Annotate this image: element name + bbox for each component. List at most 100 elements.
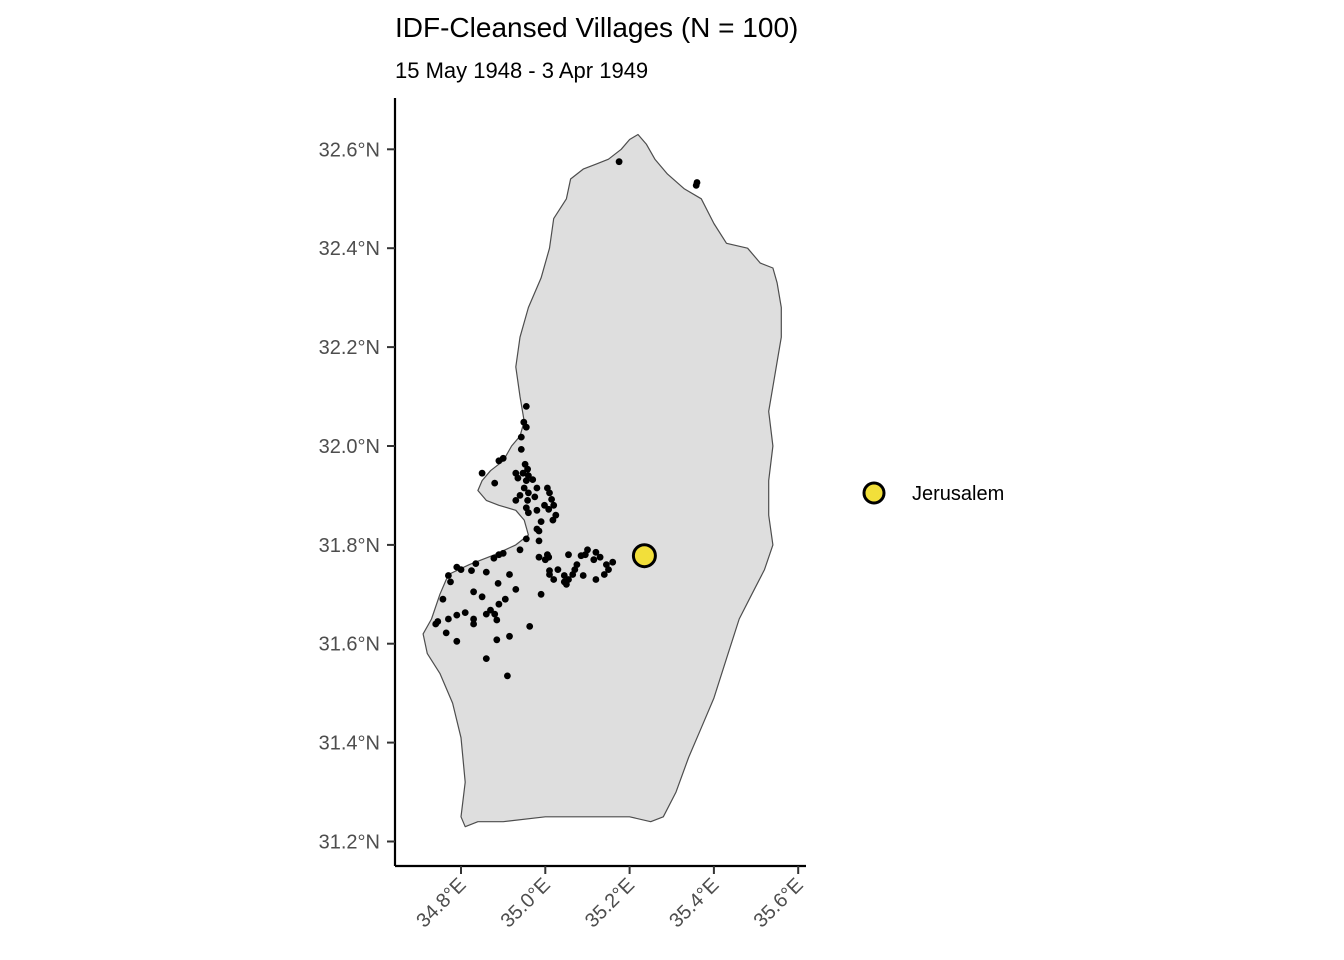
village-point [535,537,543,545]
village-point [605,566,612,573]
y-tick-label: 31.8°N [319,535,380,557]
x-tick-label: 35.2°E [581,874,639,932]
village-point [548,496,555,503]
village-point [491,479,499,487]
village-point [529,476,537,483]
y-tick-label: 31.2°N [319,832,380,854]
village-point [447,578,454,586]
y-tick-label: 32.4°N [319,238,380,260]
village-point [592,548,600,556]
y-tick-label: 31.6°N [319,634,380,656]
village-point [439,595,447,603]
village-point [506,571,513,578]
village-point [522,504,530,512]
y-tick-label: 32.2°N [319,337,380,359]
village-point [579,572,587,579]
x-axis: 34.8°E 35.0°E 35.2°E 35.4°E 35.6°E [412,866,808,932]
village-point [478,593,486,601]
village-point [526,623,534,630]
village-point [522,477,530,484]
village-point [442,629,450,637]
y-tick-label: 31.4°N [319,733,380,755]
village-point [524,497,531,504]
village-point [493,616,501,624]
village-point [573,561,581,568]
village-point [493,636,501,644]
village-point [552,511,560,519]
village-point [482,610,490,618]
village-point [461,609,469,616]
village-point [554,566,562,573]
legend-jerusalem-label: Jerusalem [912,483,1004,505]
village-point [470,588,477,596]
x-tick-label: 35.6°E [750,874,808,932]
map-panel [422,133,782,828]
village-point [478,469,486,477]
village-point [516,492,524,499]
village-point [512,586,520,593]
legend: Jerusalem [862,481,1004,505]
village-point [537,518,545,525]
legend-jerusalem-symbol [862,481,886,505]
village-point [533,484,541,492]
plot-subtitle: 15 May 1948 - 3 Apr 1949 [395,58,648,83]
village-point [600,571,608,578]
x-tick-label: 34.8°E [412,874,470,932]
village-point [494,580,502,587]
village-point [490,554,498,562]
village-point [457,566,465,573]
village-point [517,433,525,441]
village-point [472,560,480,567]
village-point [499,454,507,462]
village-point [609,558,617,566]
region-outline [422,133,782,828]
village-point [522,535,530,543]
village-point [550,501,558,509]
village-point [506,632,513,640]
village-point [516,546,524,554]
village-point [495,600,503,608]
village-point [522,403,530,410]
village-point [432,620,440,628]
village-point [468,567,475,574]
village-point [522,423,530,431]
village-point [470,615,477,623]
village-point [470,620,477,628]
y-axis: 31.2°N 31.4°N 31.6°N 31.8°N 32.0°N 32.2°N 32.4… [319,139,395,854]
village-point [545,505,553,513]
village-point [546,571,553,578]
village-point [592,576,600,583]
x-tick-label: 35.4°E [665,874,723,932]
village-point [565,551,572,559]
village-point [512,469,520,477]
village-point [531,493,539,501]
village-point [524,465,531,473]
village-point [537,590,545,598]
village-point [504,672,511,680]
village-point [512,497,520,504]
y-tick-label: 32.6°N [319,139,380,161]
village-point [520,484,528,492]
village-point [517,446,525,453]
village-point [692,182,700,189]
village-points [432,158,701,680]
village-point [535,553,543,561]
village-point [533,506,541,514]
village-point [550,576,558,583]
jerusalem-marker [631,543,657,569]
village-point [584,546,591,554]
village-point [482,568,490,576]
village-point [563,581,570,588]
village-point [495,551,503,559]
village-point [535,527,543,535]
village-point [549,516,557,524]
village-point [445,572,452,579]
village-point [501,595,509,603]
plot-title: IDF-Cleansed Villages (N = 100) [395,12,798,43]
village-point [596,553,604,561]
village-point [615,158,623,166]
village-point [491,610,499,618]
village-point [482,655,490,662]
village-point [541,556,549,564]
y-tick-label: 32.0°N [319,436,380,458]
